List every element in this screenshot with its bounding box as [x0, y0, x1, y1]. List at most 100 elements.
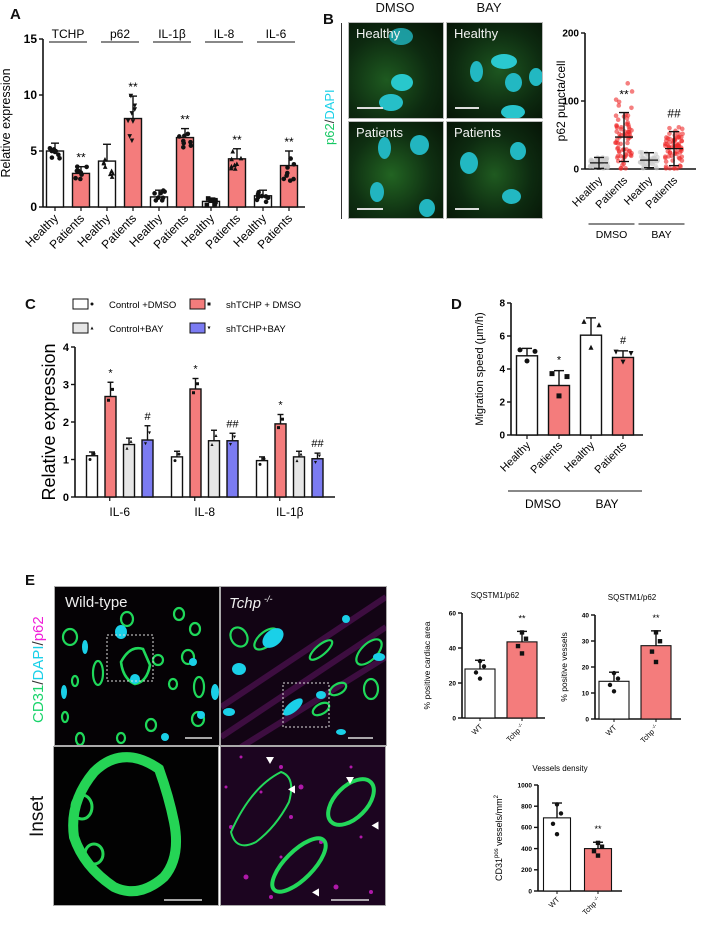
data-point: [232, 162, 237, 168]
bar: [226, 440, 239, 498]
data-point: [515, 643, 521, 649]
data-point: [79, 172, 84, 177]
micrograph-bay-patients: Patients: [446, 121, 543, 219]
data-point: [623, 166, 628, 171]
data-point: [92, 452, 96, 456]
data-point: [230, 148, 236, 154]
micrograph-inset-tchp: [220, 746, 386, 906]
nucleus: [389, 28, 413, 45]
data-point: [208, 198, 213, 204]
data-point: [621, 161, 627, 167]
legend-swatch: [72, 322, 89, 334]
data-point: [90, 302, 94, 306]
nucleus: [470, 61, 483, 82]
y-tick-label: 4: [63, 342, 70, 354]
data-point: [523, 636, 529, 641]
data-point: [672, 166, 677, 171]
x-tick-label: WT: [604, 723, 619, 738]
y-axis-label: % positive cardiac area: [422, 621, 432, 709]
data-point: [101, 159, 107, 165]
significance-marker: *: [193, 364, 198, 376]
significance-marker: **: [180, 113, 190, 127]
data-point: [614, 155, 620, 160]
y-tick-label: 8: [499, 299, 505, 310]
y-axis-label: Relative expression: [39, 343, 59, 500]
stain-sep: /: [322, 119, 337, 124]
data-point: [619, 124, 624, 130]
data-point: [185, 131, 191, 137]
nucleus: [378, 137, 391, 159]
data-point: [192, 391, 195, 395]
y-tick-label: 60: [449, 610, 457, 617]
data-point: [614, 129, 620, 134]
legend-label: Control +DMSO: [109, 300, 176, 311]
data-point: [614, 137, 620, 143]
data-point: [481, 664, 487, 669]
data-point: [587, 164, 593, 169]
scale-bar: [357, 107, 383, 109]
stain-label-p62-dapi: p62/DAPI: [322, 89, 337, 145]
data-point: [159, 198, 165, 203]
x-tick-label: IL-1β: [276, 505, 304, 519]
data-point: [613, 113, 619, 119]
data-point: [625, 140, 630, 146]
significance-marker: *: [557, 355, 562, 367]
y-tick-label: 10: [24, 88, 38, 102]
y-tick-label: 5: [30, 144, 37, 158]
y-tick-label: 30: [582, 638, 590, 645]
data-point: [679, 126, 685, 132]
stain-p62: p62: [30, 616, 47, 642]
data-point: [56, 152, 61, 158]
image-label-wild-type: Wild-type: [65, 594, 128, 611]
data-point: [620, 359, 626, 365]
image-label-patients: Patients: [454, 125, 501, 140]
data-point: [177, 452, 181, 456]
group-label: IL-6: [266, 27, 287, 41]
data-point: [588, 344, 594, 350]
data-point: [676, 124, 682, 130]
bar: [141, 439, 154, 498]
data-point: [554, 802, 560, 807]
data-point: [677, 150, 683, 155]
data-point: [212, 201, 218, 206]
data-point: [599, 844, 605, 849]
data-point: [614, 125, 620, 130]
stain-dapi: DAPI: [322, 89, 337, 120]
data-point: [207, 302, 211, 306]
micrograph-inset-wild-type: [53, 746, 219, 906]
y-tick-label: 0: [499, 431, 505, 442]
group-label: IL-8: [214, 27, 235, 41]
data-point: [593, 165, 598, 170]
data-point: [281, 176, 287, 182]
y-tick-label: 0: [585, 716, 589, 723]
bar: [104, 395, 117, 498]
data-point: [477, 658, 483, 664]
data-point: [615, 140, 620, 146]
data-point: [318, 454, 321, 458]
significance-marker: **: [284, 135, 294, 149]
data-point: [74, 164, 80, 169]
data-point: [676, 155, 682, 160]
panel-label-c: C: [25, 296, 36, 313]
bar: [640, 645, 672, 720]
data-point: [613, 349, 619, 355]
significance-marker: *: [278, 400, 283, 412]
group-label: BAY: [595, 497, 618, 511]
data-point: [256, 194, 261, 200]
bar: [255, 459, 269, 498]
chart-d-migration-speed: 0 2 4 6 8 Migration speed (μm/h) Healthy * Patie…: [474, 299, 643, 511]
data-point: [581, 318, 587, 324]
chart-title: Vessels density: [532, 764, 587, 773]
significance-marker: **: [518, 613, 526, 623]
significance-marker: #: [144, 411, 151, 423]
data-point: [657, 639, 663, 644]
y-tick-label: 40: [449, 645, 457, 652]
x-tick-label: WT: [470, 722, 485, 737]
y-tick-label: 0: [452, 715, 456, 722]
scale-bar: [357, 208, 383, 210]
data-point: [295, 459, 299, 463]
data-point: [629, 89, 635, 94]
data-point: [214, 434, 218, 437]
